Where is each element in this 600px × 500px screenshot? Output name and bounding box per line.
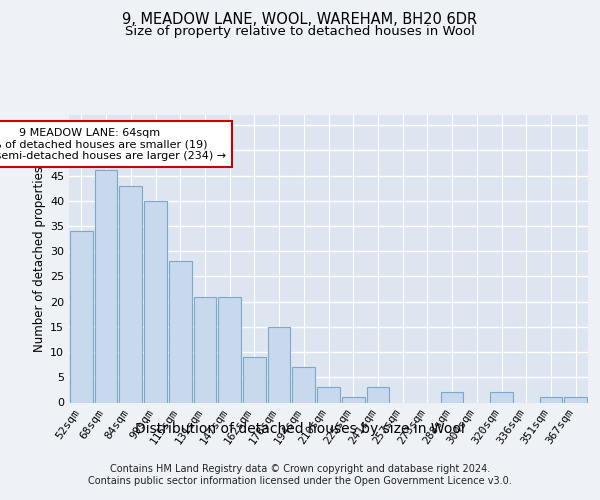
Bar <box>243 357 266 403</box>
Bar <box>367 388 389 402</box>
Text: 9, MEADOW LANE, WOOL, WAREHAM, BH20 6DR: 9, MEADOW LANE, WOOL, WAREHAM, BH20 6DR <box>122 12 478 28</box>
Bar <box>218 296 241 403</box>
Text: Distribution of detached houses by size in Wool: Distribution of detached houses by size … <box>135 422 465 436</box>
Text: Contains HM Land Registry data © Crown copyright and database right 2024.: Contains HM Land Registry data © Crown c… <box>110 464 490 474</box>
Bar <box>194 296 216 403</box>
Bar <box>564 398 587 402</box>
Bar <box>144 200 167 402</box>
Bar <box>268 327 290 402</box>
Bar <box>539 398 562 402</box>
Text: Contains public sector information licensed under the Open Government Licence v3: Contains public sector information licen… <box>88 476 512 486</box>
Y-axis label: Number of detached properties: Number of detached properties <box>33 166 46 352</box>
Bar <box>95 170 118 402</box>
Bar <box>119 186 142 402</box>
Bar <box>342 398 365 402</box>
Bar <box>169 262 191 402</box>
Bar <box>292 367 315 402</box>
Text: 9 MEADOW LANE: 64sqm
← 7% of detached houses are smaller (19)
92% of semi-detach: 9 MEADOW LANE: 64sqm ← 7% of detached ho… <box>0 128 226 161</box>
Bar <box>317 388 340 402</box>
Bar <box>70 231 93 402</box>
Bar <box>490 392 513 402</box>
Text: Size of property relative to detached houses in Wool: Size of property relative to detached ho… <box>125 25 475 38</box>
Bar <box>441 392 463 402</box>
